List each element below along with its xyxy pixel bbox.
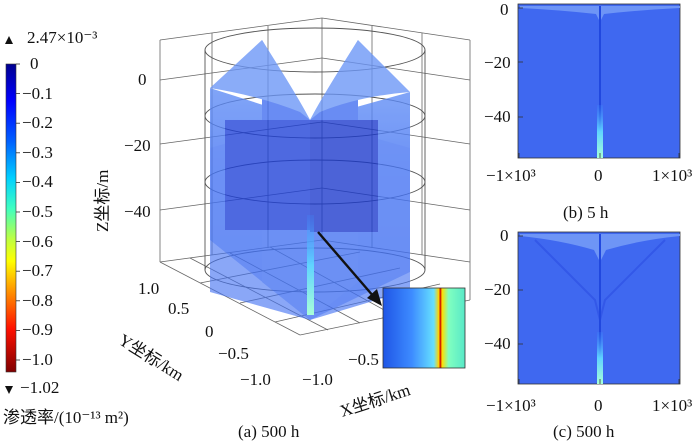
c-ytick-0: 0 bbox=[500, 226, 509, 245]
max-marker-icon bbox=[5, 36, 13, 44]
b-xtick-3: 1×10³ bbox=[652, 166, 693, 185]
colorbar-title: 渗透率/(10⁻¹³ m²) bbox=[3, 408, 129, 427]
colorbar-tick-label: −0.8 bbox=[22, 290, 53, 310]
b-ytick-40: −40 bbox=[484, 107, 511, 126]
c-ytick-40: −40 bbox=[484, 334, 511, 353]
colorbar-tick-label: −0.2 bbox=[22, 113, 53, 133]
c-ytick-20: −20 bbox=[484, 280, 511, 299]
b-xtick-1: −1×10³ bbox=[486, 166, 536, 185]
y-tick-5: −1.0 bbox=[240, 370, 271, 389]
caption-c: (c) 500 h bbox=[553, 422, 615, 441]
colorbar-tick-label: −0.7 bbox=[22, 261, 53, 281]
permeability-slices bbox=[210, 40, 410, 320]
y-tick-4: −0.5 bbox=[218, 344, 249, 363]
colorbar-tick-label: −0.6 bbox=[22, 231, 53, 251]
zoom-arrow bbox=[317, 231, 375, 298]
caption-b: (b) 5 h bbox=[563, 203, 609, 222]
colorbar-tick-label: −0.4 bbox=[22, 172, 53, 192]
colorbar bbox=[5, 36, 20, 394]
zoom-inset bbox=[382, 287, 466, 369]
min-marker-icon bbox=[5, 386, 13, 394]
colorbar-tick-label: −0.9 bbox=[22, 320, 53, 340]
colorbar-tick-label: −1.0 bbox=[22, 350, 53, 369]
z-tick-0: 0 bbox=[138, 70, 147, 89]
c-xtick-3: 1×10³ bbox=[652, 396, 693, 415]
y-tick-1: 1.0 bbox=[138, 279, 160, 298]
x-tick-1: −1.0 bbox=[302, 370, 333, 389]
colorbar-ramp bbox=[5, 63, 17, 373]
panel-b-plot bbox=[517, 3, 681, 159]
panel-a-3d-plot bbox=[159, 17, 471, 369]
colorbar-min-label: −1.02 bbox=[20, 378, 60, 397]
z-tick-40: −40 bbox=[124, 202, 151, 221]
x-tick-2: −0.5 bbox=[348, 350, 379, 369]
colorbar-tick-label: −0.3 bbox=[22, 142, 53, 162]
caption-a: (a) 500 h bbox=[238, 422, 300, 441]
b-ytick-0: 0 bbox=[500, 0, 509, 19]
z-tick-20: −20 bbox=[124, 136, 151, 155]
well-zone bbox=[307, 215, 314, 315]
y-tick-2: 0.5 bbox=[168, 299, 190, 318]
colorbar-tick-label: −0.5 bbox=[22, 202, 53, 221]
arrow-head-icon bbox=[367, 289, 382, 306]
panel-c-plot bbox=[517, 231, 681, 385]
b-xtick-2: 0 bbox=[594, 166, 603, 185]
colorbar-tick-label: 0 bbox=[30, 54, 39, 73]
c-xtick-2: 0 bbox=[594, 396, 603, 415]
b-ytick-20: −20 bbox=[484, 53, 511, 72]
z-axis-label: Z坐标/m bbox=[93, 169, 112, 232]
colorbar-max-label: 2.47×10⁻³ bbox=[27, 28, 98, 47]
colorbar-tick-label: −0.1 bbox=[22, 83, 53, 103]
c-xtick-1: −1×10³ bbox=[486, 396, 536, 415]
y-tick-3: 0 bbox=[205, 322, 214, 341]
